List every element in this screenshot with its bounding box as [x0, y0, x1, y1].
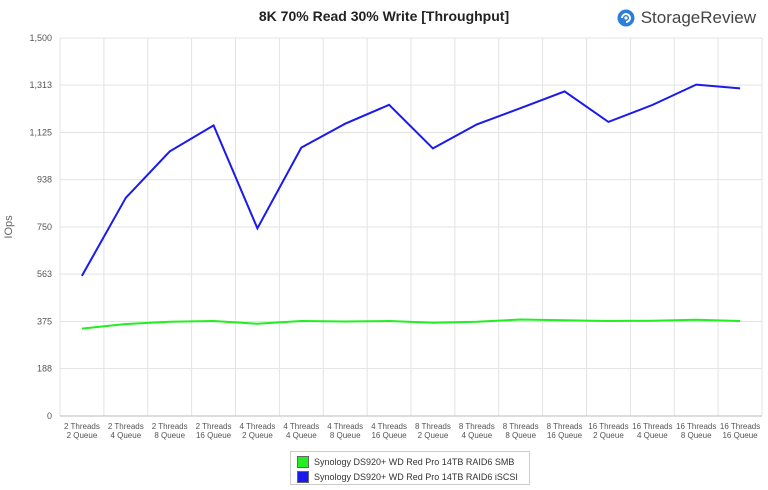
y-tick-label: 0 [47, 411, 52, 421]
x-tick-label: 16 Threads [720, 422, 760, 431]
y-tick-label: 188 [37, 364, 52, 374]
legend-label-smb: Synology DS920+ WD Red Pro 14TB RAID6 SM… [314, 457, 515, 467]
x-tick-label: 2 Threads [196, 422, 232, 431]
x-tick-label: 16 Queue [547, 431, 583, 440]
x-tick-label: 8 Threads [415, 422, 451, 431]
x-tick-label: 16 Queue [196, 431, 232, 440]
x-tick-label: 4 Threads [240, 422, 276, 431]
x-tick-label: 2 Queue [67, 431, 98, 440]
x-tick-label: 8 Queue [681, 431, 712, 440]
y-tick-label: 1,313 [29, 80, 52, 90]
x-tick-label: 2 Queue [242, 431, 273, 440]
x-tick-label: 16 Threads [676, 422, 716, 431]
series-line-smb [81, 318, 741, 330]
y-axis-label: IOps [3, 215, 15, 239]
y-tick-label: 563 [37, 269, 52, 279]
brand-logo: StorageReview [617, 8, 756, 28]
x-tick-label: 2 Queue [593, 431, 624, 440]
legend: Synology DS920+ WD Red Pro 14TB RAID6 SM… [290, 451, 530, 485]
x-tick-label: 2 Queue [418, 431, 449, 440]
y-tick-label: 1,500 [29, 33, 52, 43]
x-tick-label: 4 Queue [637, 431, 668, 440]
y-tick-label: 1,125 [29, 128, 52, 138]
legend-swatch-iscsi [297, 471, 309, 483]
x-tick-label: 16 Threads [632, 422, 672, 431]
x-tick-label: 2 Threads [64, 422, 100, 431]
x-tick-label: 8 Threads [503, 422, 539, 431]
x-tick-label: 4 Threads [283, 422, 319, 431]
brand-name: StorageReview [640, 8, 756, 27]
x-tick-label: 16 Queue [722, 431, 758, 440]
y-tick-label: 938 [37, 175, 52, 185]
x-tick-label: 16 Threads [588, 422, 628, 431]
x-tick-label: 4 Queue [461, 431, 492, 440]
legend-label-iscsi: Synology DS920+ WD Red Pro 14TB RAID6 iS… [314, 472, 518, 482]
x-tick-label: 8 Queue [505, 431, 536, 440]
x-tick-label: 2 Threads [108, 422, 144, 431]
legend-item-iscsi: Synology DS920+ WD Red Pro 14TB RAID6 iS… [297, 471, 518, 483]
x-tick-label: 16 Queue [371, 431, 407, 440]
legend-swatch-smb [297, 456, 309, 468]
x-tick-label: 4 Threads [371, 422, 407, 431]
x-tick-label: 2 Threads [152, 422, 188, 431]
storagereview-logo-icon [617, 9, 635, 27]
x-tick-label: 8 Threads [459, 422, 495, 431]
y-tick-label: 750 [37, 222, 52, 232]
y-tick-label: 375 [37, 317, 52, 327]
x-tick-label: 8 Threads [547, 422, 583, 431]
x-tick-label: 4 Queue [110, 431, 141, 440]
x-tick-label: 8 Queue [330, 431, 361, 440]
series-line-iscsi [81, 83, 741, 277]
chart-title: 8K 70% Read 30% Write [Throughput] [258, 8, 510, 24]
legend-item-smb: Synology DS920+ WD Red Pro 14TB RAID6 SM… [297, 456, 514, 468]
plot-area: 0 188 375 563 750 938 1,125 1,313 1,500 IOps 2 Thr… [3, 33, 763, 440]
x-tick-label: 4 Threads [327, 422, 363, 431]
x-tick-label: 4 Queue [286, 431, 317, 440]
x-tick-label: 8 Queue [154, 431, 185, 440]
